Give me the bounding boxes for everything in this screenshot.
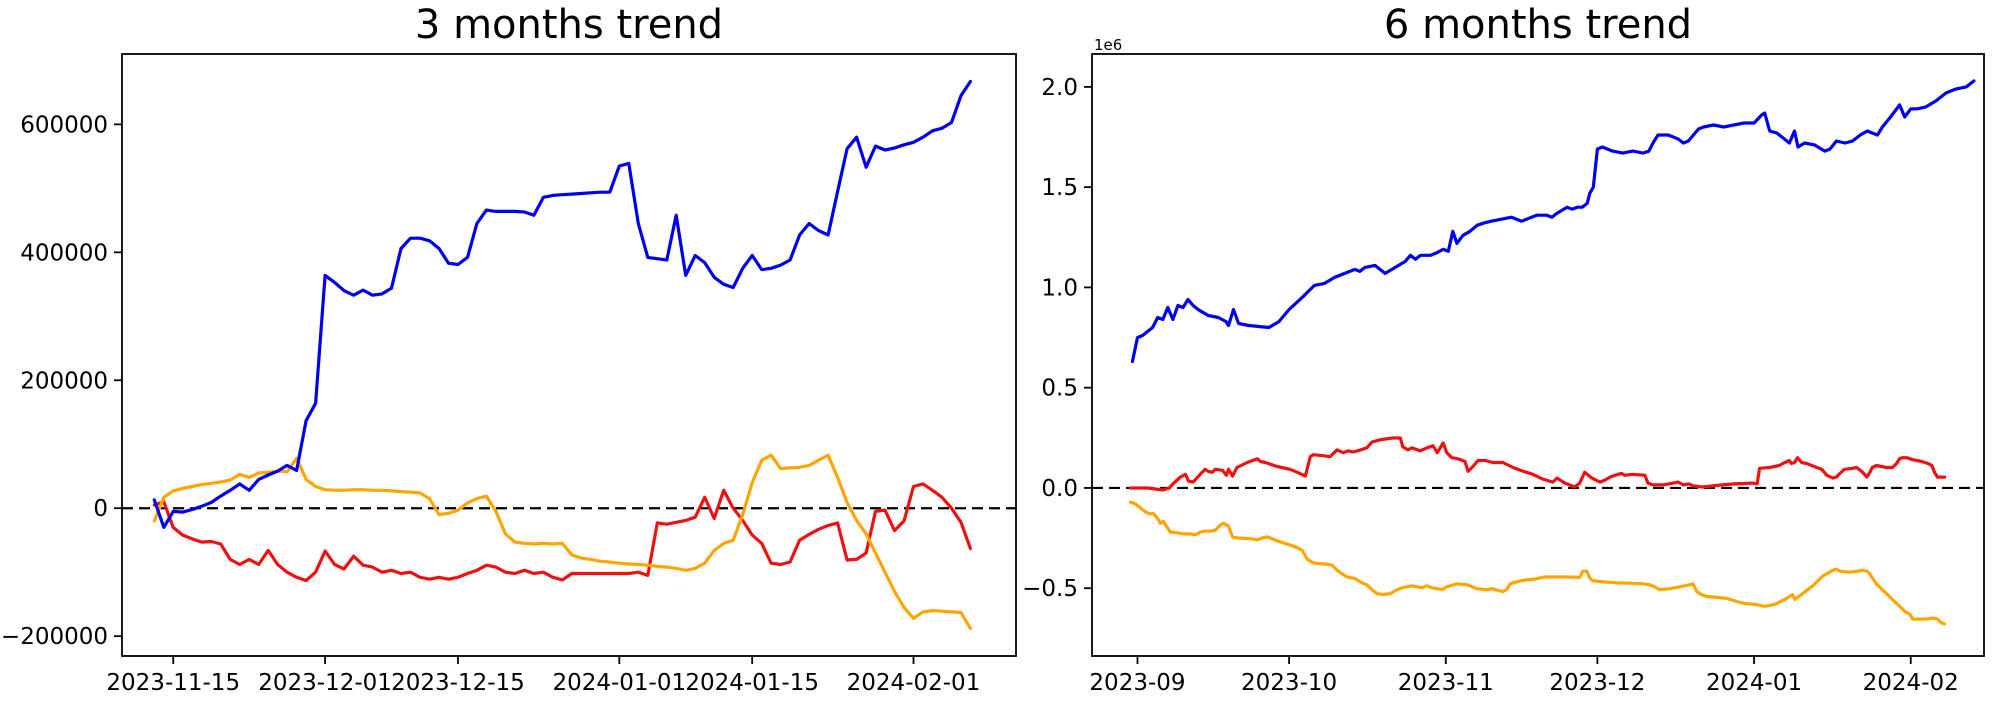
right-y-offset-label: 1e6 xyxy=(1094,36,1123,54)
x-tick-label: 2023-12-15 xyxy=(391,670,525,696)
y-tick-label: −200000 xyxy=(1,624,108,650)
x-tick-label: 2024-01-15 xyxy=(685,670,819,696)
x-tick-label: 2023-10 xyxy=(1241,670,1337,696)
x-tick-label: 2024-02-01 xyxy=(847,670,981,696)
x-tick-label: 2024-02 xyxy=(1863,670,1959,696)
y-tick-label: 0 xyxy=(93,496,108,522)
y-tick-label: −0.5 xyxy=(1022,576,1078,602)
x-tick-label: 2023-12-01 xyxy=(258,670,392,696)
left-chart-title: 3 months trend xyxy=(414,2,724,48)
series-line-orange xyxy=(152,453,973,631)
x-tick-label: 2023-12 xyxy=(1549,670,1645,696)
x-tick-label: 2023-09 xyxy=(1089,670,1185,696)
x-tick-label: 2024-01 xyxy=(1706,670,1802,696)
y-tick-label: 1.0 xyxy=(1041,275,1078,301)
y-tick-label: 600000 xyxy=(20,112,108,138)
series-line-orange xyxy=(1128,500,1947,626)
series-line-red xyxy=(152,482,973,583)
plot-border xyxy=(1091,53,1985,657)
series-line-blue xyxy=(1130,79,1976,364)
chart-3-months: −200000 0 200000 400000 600000 2023-11-15 2023… xyxy=(1,53,1017,696)
y-tick-label: 400000 xyxy=(20,240,108,266)
y-tick-label: 1.5 xyxy=(1041,175,1078,201)
x-tick-label: 2023-11 xyxy=(1398,670,1494,696)
y-tick-label: 2.0 xyxy=(1041,75,1078,101)
y-tick-label: 0.5 xyxy=(1041,376,1078,402)
chart-6-months: −0.5 0.0 0.5 1.0 1.5 2.0 2023-09 2023-10 2023-11… xyxy=(1022,53,1985,696)
series-line-red xyxy=(1128,436,1947,492)
x-tick-label: 2023-11-15 xyxy=(106,670,240,696)
plot-border xyxy=(121,53,1017,657)
series-line-blue xyxy=(152,79,973,530)
right-chart-title: 6 months trend xyxy=(1383,2,1693,48)
y-tick-label: 200000 xyxy=(20,368,108,394)
x-tick-label: 2024-01-01 xyxy=(552,670,686,696)
y-tick-label: 0.0 xyxy=(1041,476,1078,502)
